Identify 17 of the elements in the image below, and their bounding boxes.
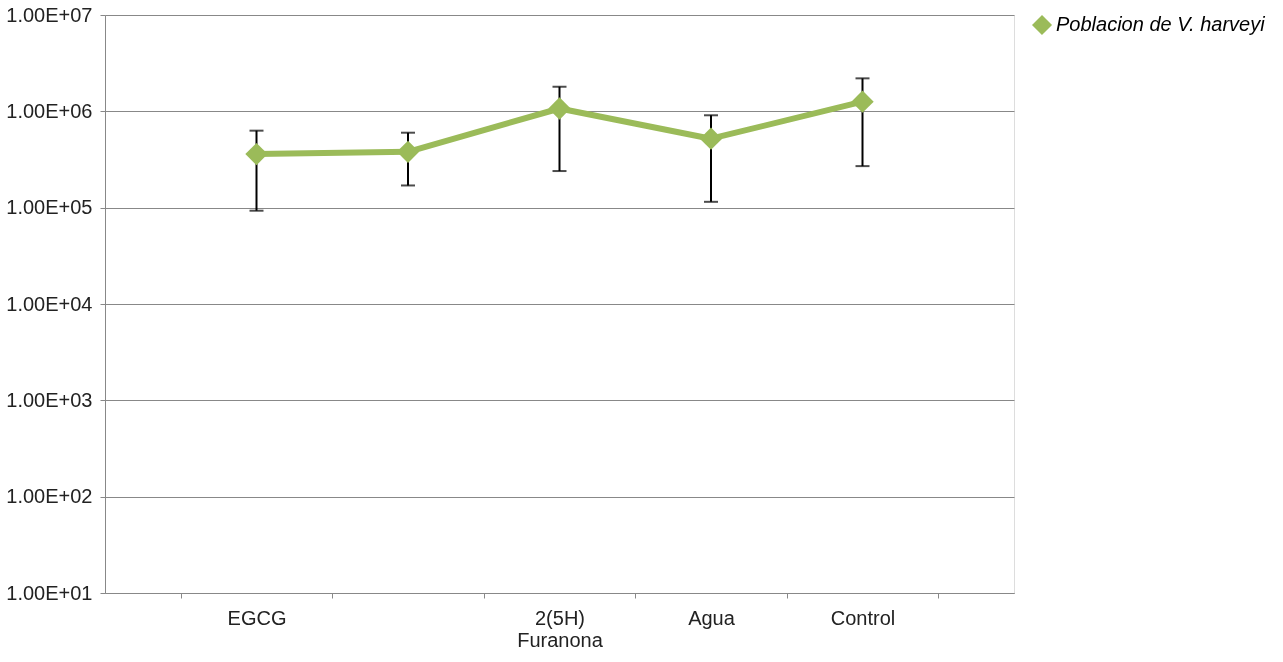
y-tick-label: 1.00E+01 bbox=[6, 581, 93, 604]
y-tick-label: 1.00E+03 bbox=[6, 388, 93, 411]
point bbox=[548, 97, 571, 120]
y-tick-label: 1.00E+06 bbox=[6, 99, 93, 122]
y-tick-label: 1.00E+05 bbox=[6, 196, 93, 219]
point bbox=[851, 90, 874, 113]
legend-label: Poblacion de V. harveyi bbox=[1056, 13, 1266, 35]
y-tick-label: 1.00E+07 bbox=[6, 3, 93, 26]
y-tick-label: 1.00E+04 bbox=[6, 292, 93, 315]
y-tick-label: 1.00E+02 bbox=[6, 485, 93, 508]
point bbox=[245, 142, 268, 166]
x-tick-label: Control bbox=[830, 606, 896, 629]
point bbox=[396, 140, 420, 163]
x-tick-label: Agua bbox=[688, 606, 736, 629]
point bbox=[699, 127, 723, 150]
x-tick-label: 2(5H) Furanona bbox=[517, 606, 604, 651]
x-tick-label: EGCG bbox=[227, 606, 287, 629]
